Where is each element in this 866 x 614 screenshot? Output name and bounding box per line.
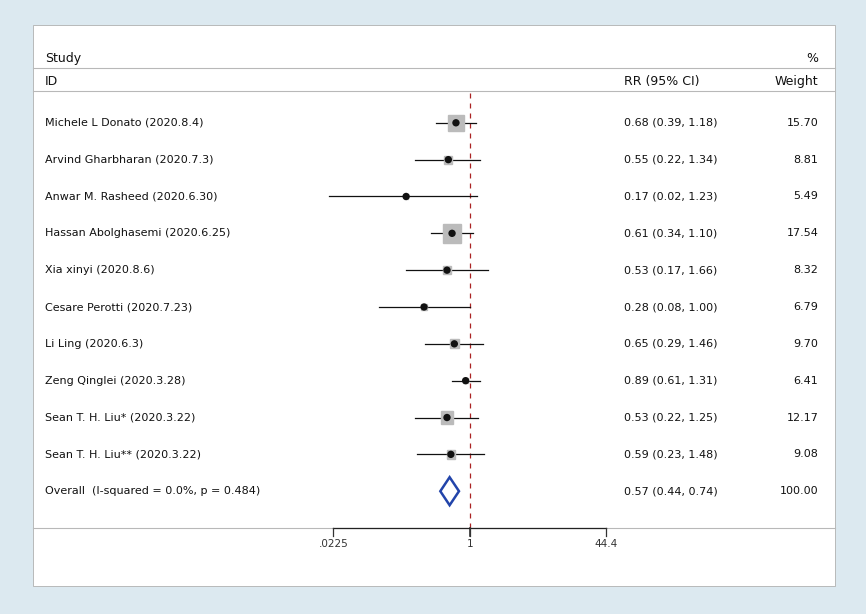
Text: Zeng Qinglei (2020.3.28): Zeng Qinglei (2020.3.28) — [45, 376, 185, 386]
Text: Sean T. H. Liu** (2020.3.22): Sean T. H. Liu** (2020.3.22) — [45, 449, 201, 459]
Text: Weight: Weight — [775, 74, 818, 88]
Text: 0.68 (0.39, 1.18): 0.68 (0.39, 1.18) — [624, 118, 717, 128]
Text: Li Ling (2020.6.3): Li Ling (2020.6.3) — [45, 339, 143, 349]
Text: Sean T. H. Liu* (2020.3.22): Sean T. H. Liu* (2020.3.22) — [45, 413, 196, 422]
Text: Hassan Abolghasemi (2020.6.25): Hassan Abolghasemi (2020.6.25) — [45, 228, 230, 238]
Text: 12.17: 12.17 — [786, 413, 818, 422]
Text: ID: ID — [45, 74, 58, 88]
Text: 0.17 (0.02, 1.23): 0.17 (0.02, 1.23) — [624, 192, 717, 201]
Text: 0.59 (0.23, 1.48): 0.59 (0.23, 1.48) — [624, 449, 717, 459]
Text: Michele L Donato (2020.8.4): Michele L Donato (2020.8.4) — [45, 118, 204, 128]
Text: 0.28 (0.08, 1.00): 0.28 (0.08, 1.00) — [624, 302, 717, 312]
Text: 100.00: 100.00 — [779, 486, 818, 496]
Text: 44.4: 44.4 — [595, 539, 617, 549]
Text: 9.70: 9.70 — [793, 339, 818, 349]
Text: Study: Study — [45, 52, 81, 65]
Text: 1: 1 — [467, 539, 473, 549]
Text: 0.65 (0.29, 1.46): 0.65 (0.29, 1.46) — [624, 339, 717, 349]
Text: Arvind Gharbharan (2020.7.3): Arvind Gharbharan (2020.7.3) — [45, 155, 214, 165]
Text: 15.70: 15.70 — [786, 118, 818, 128]
Text: 5.49: 5.49 — [793, 192, 818, 201]
Text: 0.55 (0.22, 1.34): 0.55 (0.22, 1.34) — [624, 155, 717, 165]
Text: Xia xinyi (2020.8.6): Xia xinyi (2020.8.6) — [45, 265, 155, 275]
Text: 0.57 (0.44, 0.74): 0.57 (0.44, 0.74) — [624, 486, 717, 496]
Text: 6.41: 6.41 — [793, 376, 818, 386]
Text: 8.81: 8.81 — [793, 155, 818, 165]
Text: 6.79: 6.79 — [793, 302, 818, 312]
Text: 0.53 (0.17, 1.66): 0.53 (0.17, 1.66) — [624, 265, 717, 275]
Text: RR (95% CI): RR (95% CI) — [624, 74, 699, 88]
Text: 0.61 (0.34, 1.10): 0.61 (0.34, 1.10) — [624, 228, 717, 238]
Text: Anwar M. Rasheed (2020.6.30): Anwar M. Rasheed (2020.6.30) — [45, 192, 217, 201]
Text: 9.08: 9.08 — [793, 449, 818, 459]
Text: 0.89 (0.61, 1.31): 0.89 (0.61, 1.31) — [624, 376, 717, 386]
Text: .0225: .0225 — [319, 539, 348, 549]
Text: 17.54: 17.54 — [786, 228, 818, 238]
Text: Cesare Perotti (2020.7.23): Cesare Perotti (2020.7.23) — [45, 302, 192, 312]
Text: 8.32: 8.32 — [793, 265, 818, 275]
Text: %: % — [806, 52, 818, 65]
Text: Overall  (I-squared = 0.0%, p = 0.484): Overall (I-squared = 0.0%, p = 0.484) — [45, 486, 261, 496]
Text: 0.53 (0.22, 1.25): 0.53 (0.22, 1.25) — [624, 413, 717, 422]
